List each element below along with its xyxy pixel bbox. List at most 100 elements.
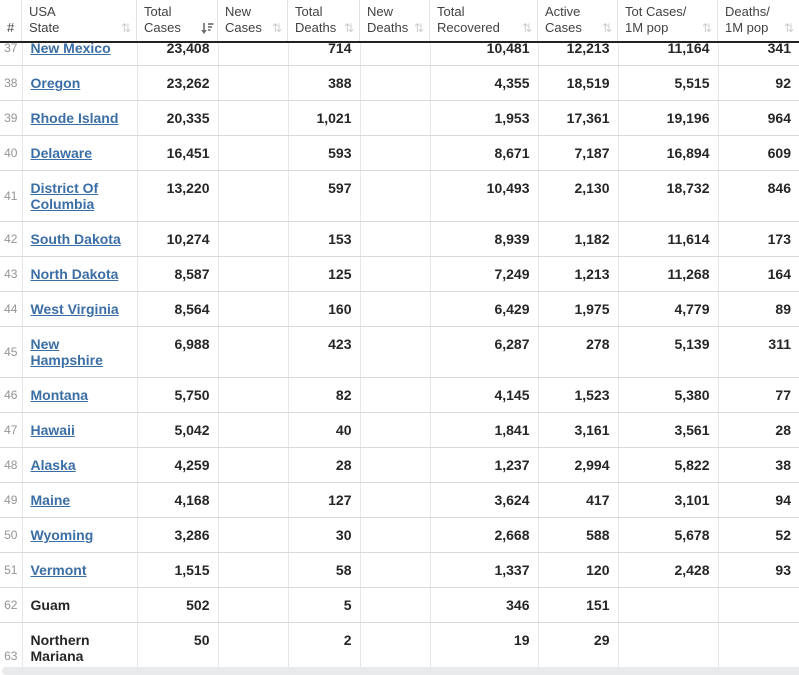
state-link[interactable]: Maine (30, 492, 71, 508)
column-header-label: New Deaths (367, 4, 409, 35)
new-deaths-cell (360, 326, 431, 378)
active-cases-cell: 588 (538, 517, 619, 553)
state-link[interactable]: South Dakota (30, 231, 121, 247)
total-recovered-cell: 1,953 (430, 100, 539, 136)
tot-cases-1m-cell: 5,678 (618, 517, 719, 553)
row-rank: 39 (0, 100, 23, 136)
column-header-total-deaths[interactable]: Total Deaths ⇅ (288, 0, 360, 41)
total-deaths-cell: 40 (288, 412, 361, 448)
active-cases-cell: 278 (538, 326, 619, 378)
column-header-label: Total Cases (144, 4, 181, 35)
state-link[interactable]: Vermont (30, 562, 87, 578)
new-deaths-cell (360, 377, 431, 413)
new-cases-cell (218, 221, 289, 257)
total-cases-cell: 5,750 (137, 377, 219, 413)
total-deaths-cell: 82 (288, 377, 361, 413)
column-header-label: Total Deaths (295, 4, 337, 35)
total-cases-cell: 502 (137, 587, 219, 623)
total-recovered-cell: 2,668 (430, 517, 539, 553)
state-name-cell: District Of Columbia (22, 170, 138, 222)
sort-toggle-icon[interactable]: ⇅ (601, 21, 613, 35)
total-cases-cell: 23,262 (137, 65, 219, 101)
new-deaths-cell (360, 412, 431, 448)
state-link[interactable]: Montana (30, 387, 89, 403)
state-link[interactable]: Wyoming (30, 527, 94, 543)
column-header-deaths-1m[interactable]: Deaths/ 1M pop ⇅ (718, 0, 799, 41)
state-link[interactable]: Alaska (30, 457, 76, 473)
total-recovered-cell: 1,237 (430, 447, 539, 483)
state-name-cell: West Virginia (22, 291, 138, 327)
usa-states-table: 37 New Mexico 23,408 714 10,481 12,213 11,164 3… (0, 31, 799, 675)
tot-cases-1m-cell: 5,139 (618, 326, 719, 378)
deaths-1m-cell: 609 (718, 135, 799, 171)
sort-toggle-icon[interactable]: ⇅ (521, 21, 533, 35)
sort-toggle-icon[interactable]: ⇅ (783, 21, 795, 35)
state-name: Guam (30, 597, 71, 613)
deaths-1m-cell (718, 622, 799, 675)
total-cases-cell: 16,451 (137, 135, 219, 171)
state-link[interactable]: New Mexico (30, 40, 111, 56)
new-cases-cell (218, 622, 289, 675)
total-recovered-cell: 1,841 (430, 412, 539, 448)
state-link[interactable]: West Virginia (30, 301, 119, 317)
state-link[interactable]: District Of Columbia (30, 180, 99, 212)
total-deaths-cell: 388 (288, 65, 361, 101)
total-deaths-cell: 58 (288, 552, 361, 588)
row-rank: 51 (0, 552, 23, 588)
state-name-cell: New Mexico (22, 31, 138, 66)
row-rank: 50 (0, 517, 23, 553)
active-cases-cell: 18,519 (538, 65, 619, 101)
sort-toggle-icon[interactable]: ⇅ (701, 21, 713, 35)
table-row: 50 Wyoming 3,286 30 2,668 588 5,678 52 (0, 517, 799, 553)
new-deaths-cell (360, 135, 431, 171)
deaths-1m-cell: 92 (718, 65, 799, 101)
new-cases-cell (218, 552, 289, 588)
total-recovered-cell: 10,493 (430, 170, 539, 222)
tot-cases-1m-cell: 11,614 (618, 221, 719, 257)
new-cases-cell (218, 65, 289, 101)
deaths-1m-cell: 311 (718, 326, 799, 378)
new-cases-cell (218, 326, 289, 378)
total-cases-cell: 8,587 (137, 256, 219, 292)
state-link[interactable]: Delaware (30, 145, 92, 161)
horizontal-scrollbar[interactable] (2, 667, 799, 675)
new-cases-cell (218, 135, 289, 171)
active-cases-cell: 151 (538, 587, 619, 623)
sort-toggle-icon[interactable]: ⇅ (120, 21, 132, 35)
column-header-state[interactable]: USA State ⇅ (22, 0, 137, 41)
total-cases-cell: 4,259 (137, 447, 219, 483)
new-deaths-cell (360, 552, 431, 588)
table-body: 37 New Mexico 23,408 714 10,481 12,213 11,164 3… (0, 31, 799, 675)
state-link[interactable]: Hawaii (30, 422, 75, 438)
state-link[interactable]: New Hampshire (30, 336, 103, 368)
new-cases-cell (218, 482, 289, 518)
sort-toggle-icon[interactable]: ⇅ (413, 21, 425, 35)
total-recovered-cell: 346 (430, 587, 539, 623)
column-header-total-cases[interactable]: Total Cases (137, 0, 218, 41)
tot-cases-1m-cell (618, 587, 719, 623)
column-header-tot-cases-1m[interactable]: Tot Cases/ 1M pop ⇅ (618, 0, 718, 41)
state-link[interactable]: Rhode Island (30, 110, 119, 126)
column-header-active-cases[interactable]: Active Cases ⇅ (538, 0, 618, 41)
state-name-cell: New Hampshire (22, 326, 138, 378)
column-header-new-deaths[interactable]: New Deaths ⇅ (360, 0, 430, 41)
sort-toggle-icon[interactable]: ⇅ (343, 21, 355, 35)
sort-toggle-icon[interactable]: ⇅ (271, 21, 283, 35)
table-row: 41 District Of Columbia 13,220 597 10,493 2,1… (0, 170, 799, 222)
column-header-new-cases[interactable]: New Cases ⇅ (218, 0, 288, 41)
row-rank: 49 (0, 482, 23, 518)
total-recovered-cell: 6,429 (430, 291, 539, 327)
row-rank: 62 (0, 587, 23, 623)
state-link[interactable]: Oregon (30, 75, 81, 91)
state-link[interactable]: North Dakota (30, 266, 119, 282)
table-row: 51 Vermont 1,515 58 1,337 120 2,428 93 (0, 552, 799, 588)
deaths-1m-cell: 38 (718, 447, 799, 483)
active-cases-cell: 17,361 (538, 100, 619, 136)
column-header-total-recovered[interactable]: Total Recovered ⇅ (430, 0, 538, 41)
deaths-1m-cell: 93 (718, 552, 799, 588)
sort-descending-icon[interactable] (200, 21, 214, 35)
deaths-1m-cell: 77 (718, 377, 799, 413)
total-deaths-cell: 597 (288, 170, 361, 222)
new-deaths-cell (360, 221, 431, 257)
active-cases-cell: 7,187 (538, 135, 619, 171)
